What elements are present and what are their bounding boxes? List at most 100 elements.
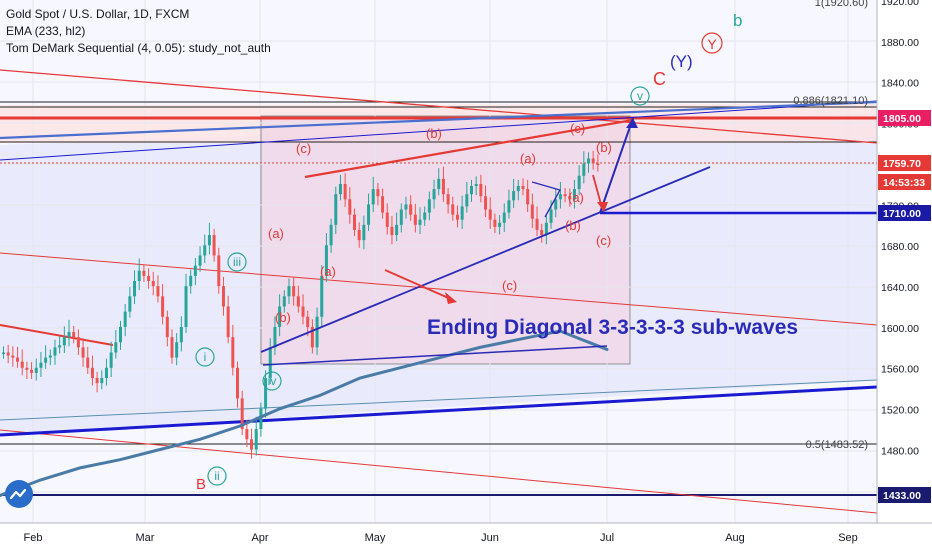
price-tick: 1600.00 — [881, 323, 919, 335]
candle-body — [596, 163, 600, 166]
red-trendline-top — [0, 69, 878, 144]
sub-wave-label: (c) — [296, 141, 311, 156]
red-channel-line-low — [0, 429, 878, 514]
blue-trendline-thin — [0, 100, 878, 161]
candle-body — [324, 245, 328, 276]
sub-wave-label: (b) — [565, 218, 581, 233]
candle-body — [357, 229, 361, 241]
candle-body — [240, 398, 244, 430]
candle-body — [81, 347, 85, 358]
projection-arrowhead — [626, 118, 638, 128]
candle-body — [133, 280, 137, 297]
wave-label-C: C — [653, 69, 666, 89]
candle-body — [90, 367, 94, 379]
candle-body — [287, 286, 291, 297]
wave-label-i: i — [204, 350, 207, 364]
sub-wave-label: (a) — [320, 264, 336, 279]
candle-body — [193, 265, 197, 276]
candle-body — [484, 196, 488, 210]
candle-body — [568, 196, 572, 200]
candle-body — [554, 199, 558, 210]
candle-body — [198, 255, 202, 266]
candle-body — [563, 194, 567, 197]
candle-body — [76, 337, 80, 348]
candle-body — [184, 286, 188, 327]
candle-body — [516, 186, 520, 192]
candle-body — [170, 337, 174, 358]
wave-label-iv: iv — [268, 374, 277, 388]
candle-body — [526, 189, 530, 205]
legend-ema[interactable]: EMA (233, hl2) — [6, 24, 86, 38]
candle-body — [376, 189, 380, 197]
candle-body — [558, 194, 562, 200]
time-tick: Jul — [600, 532, 614, 544]
price-tick: 1480.00 — [881, 445, 919, 457]
legend-symbol[interactable]: Gold Spot / U.S. Dollar, 1D, FXCM — [6, 7, 190, 21]
wave-label-iv-circle — [262, 371, 282, 391]
wave-label-Y: (Y) — [670, 52, 693, 71]
candle-body — [437, 178, 441, 190]
red-channel-line — [0, 252, 878, 326]
chart-legend: Gold Spot / U.S. Dollar, 1D, FXCM EMA (2… — [6, 6, 271, 57]
target-line — [262, 345, 608, 366]
candle-body — [455, 214, 459, 220]
candle-body — [301, 306, 305, 317]
teal-line — [0, 379, 878, 421]
candle-body — [273, 326, 277, 348]
candle-body — [540, 229, 544, 236]
price-tag-bg — [878, 205, 931, 221]
candle-body — [119, 326, 122, 343]
candle-body — [395, 224, 399, 236]
candle-body — [362, 224, 366, 241]
candle-body — [306, 316, 310, 327]
candle-body — [25, 367, 29, 370]
candle-body — [221, 286, 225, 307]
sub-wave-label: (b) — [426, 126, 442, 141]
blue-trendline-thick — [0, 100, 878, 140]
wave-label-B: B — [196, 476, 206, 493]
candle-body — [343, 183, 347, 200]
candle-body — [441, 178, 445, 195]
candle-body — [20, 361, 24, 368]
candle-body — [404, 204, 408, 210]
candle-body — [549, 209, 553, 223]
time-tick: May — [365, 532, 386, 544]
legend-td-sequential[interactable]: Tom DeMark Sequential (4, 0.05): study_n… — [6, 41, 271, 55]
time-tick: Sep — [838, 532, 858, 544]
ending-diagonal-title: Ending Diagonal 3-3-3-3-3 sub-waves — [427, 316, 798, 339]
candle-body — [161, 296, 165, 317]
candle-body — [367, 204, 371, 225]
time-tick: Jun — [481, 532, 499, 544]
diagonal-lower-line — [260, 166, 711, 353]
candle-body — [587, 158, 590, 164]
candle-body — [432, 189, 436, 200]
sub-wave-label: (a) — [268, 226, 284, 241]
time-tick: Feb — [24, 532, 43, 544]
price-tick: 1680.00 — [881, 241, 919, 253]
wave-label-iii-circle — [227, 252, 247, 272]
candle-body — [418, 219, 422, 225]
candle-body — [278, 306, 282, 327]
wave-label-v-circle — [630, 86, 650, 106]
wave-label-Yc: Y — [707, 36, 717, 52]
candle-body — [104, 367, 108, 379]
sub-wave-label: (a) — [568, 190, 584, 205]
tradingview-logo-icon[interactable] — [5, 480, 33, 508]
blue-support-line — [0, 385, 878, 437]
sub-wave-label: (b) — [596, 140, 612, 155]
candle-body — [385, 212, 389, 227]
candle-body — [264, 378, 268, 409]
candle-body — [512, 191, 516, 201]
candle-body — [390, 226, 394, 236]
candle-body — [544, 222, 548, 236]
candle-body — [137, 270, 141, 281]
sub-wave-label: (a) — [520, 151, 536, 166]
price-tick: 1920.00 — [881, 0, 919, 8]
candle-body — [334, 194, 338, 225]
candle-body — [254, 429, 258, 450]
candle-body — [479, 183, 483, 197]
candle-body — [151, 280, 155, 287]
decline-arrowhead — [445, 292, 457, 304]
